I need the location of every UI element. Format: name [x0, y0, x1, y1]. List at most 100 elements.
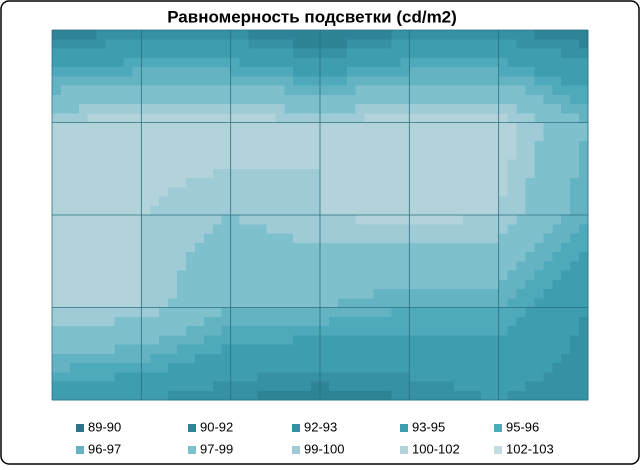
contour-cell [230, 159, 241, 170]
contour-cell [337, 159, 348, 170]
contour-cell [525, 381, 535, 392]
contour-cell [132, 196, 142, 207]
contour-cell [346, 270, 357, 281]
contour-cell [168, 344, 178, 355]
contour-cell [552, 326, 562, 336]
contour-cell [203, 316, 214, 327]
contour-cell [337, 316, 348, 327]
contour-cell [69, 67, 80, 77]
contour-cell [337, 48, 348, 59]
contour-cell [507, 261, 518, 272]
contour-cell [114, 94, 125, 105]
contour-cell [480, 205, 491, 216]
contour-cell [454, 335, 464, 346]
contour-cell [123, 187, 133, 198]
contour-cell [561, 279, 571, 290]
contour-cell [239, 141, 250, 151]
contour-cell [302, 224, 312, 235]
contour-cell [373, 168, 384, 179]
contour-cell [87, 205, 98, 216]
contour-cell [141, 178, 151, 188]
contour-cell [177, 178, 187, 188]
contour-cell [266, 390, 276, 401]
contour-cell [525, 168, 535, 179]
contour-cell [186, 353, 196, 364]
contour-cell [364, 30, 375, 40]
contour-cell [257, 279, 267, 290]
contour-cell [123, 178, 133, 188]
contour-cell [409, 252, 419, 262]
contour-cell [364, 307, 375, 318]
contour-cell [96, 94, 107, 105]
contour-cell [480, 372, 491, 383]
contour-cell [579, 48, 589, 59]
contour-cell [141, 215, 151, 225]
contour-cell [114, 307, 125, 318]
contour-cell [471, 279, 482, 290]
contour-cell [391, 372, 401, 383]
contour-cell [418, 48, 428, 59]
contour-cell [409, 363, 419, 373]
contour-cell [311, 363, 321, 373]
contour-cell [284, 76, 294, 87]
contour-cell [275, 159, 285, 170]
contour-cell [525, 344, 535, 355]
contour-cell [400, 270, 410, 281]
contour-cell [52, 94, 62, 105]
contour-cell [364, 279, 375, 290]
contour-cell [69, 289, 80, 299]
contour-cell [78, 48, 89, 59]
contour-cell [248, 233, 259, 244]
contour-cell [221, 39, 232, 50]
contour-cell [114, 67, 125, 77]
contour-cell [462, 159, 473, 170]
contour-cell [60, 224, 71, 235]
contour-cell [69, 270, 80, 281]
contour-cell [382, 270, 393, 281]
contour-cell [320, 224, 330, 235]
contour-cell [400, 205, 410, 216]
contour-cell [373, 390, 384, 401]
contour-cell [311, 372, 321, 383]
contour-cell [123, 76, 133, 87]
contour-cell [221, 289, 232, 299]
contour-cell [400, 168, 410, 179]
contour-cell [311, 215, 321, 225]
contour-cell [418, 279, 428, 290]
contour-cell [302, 150, 312, 161]
contour-cell [60, 94, 71, 105]
contour-cell [534, 104, 544, 114]
contour-cell [275, 298, 285, 309]
contour-cell [123, 353, 133, 364]
contour-cell [498, 187, 509, 198]
contour-cell [409, 270, 419, 281]
contour-cell [221, 30, 232, 40]
contour-cell [445, 326, 455, 336]
contour-cell [382, 30, 393, 40]
contour-cell [391, 307, 401, 318]
contour-cell [320, 390, 330, 401]
contour-cell [471, 298, 482, 309]
contour-cell [391, 39, 401, 50]
contour-cell [186, 372, 196, 383]
contour-cell [78, 57, 89, 68]
contour-cell [105, 233, 116, 244]
contour-cell [87, 57, 98, 68]
contour-cell [78, 67, 89, 77]
contour-cell [445, 76, 455, 87]
contour-cell [471, 261, 482, 272]
contour-cell [346, 187, 357, 198]
contour-cell [561, 141, 571, 151]
contour-cell [123, 233, 133, 244]
contour-cell [462, 279, 473, 290]
contour-cell [480, 94, 491, 105]
contour-cell [87, 289, 98, 299]
contour-cell [186, 215, 196, 225]
contour-cell [186, 76, 196, 87]
contour-cell [552, 196, 562, 207]
legend-label: 90-92 [200, 419, 233, 434]
contour-cell [168, 270, 178, 281]
contour-cell [454, 224, 464, 235]
contour-cell [248, 316, 259, 327]
contour-cell [52, 390, 62, 401]
